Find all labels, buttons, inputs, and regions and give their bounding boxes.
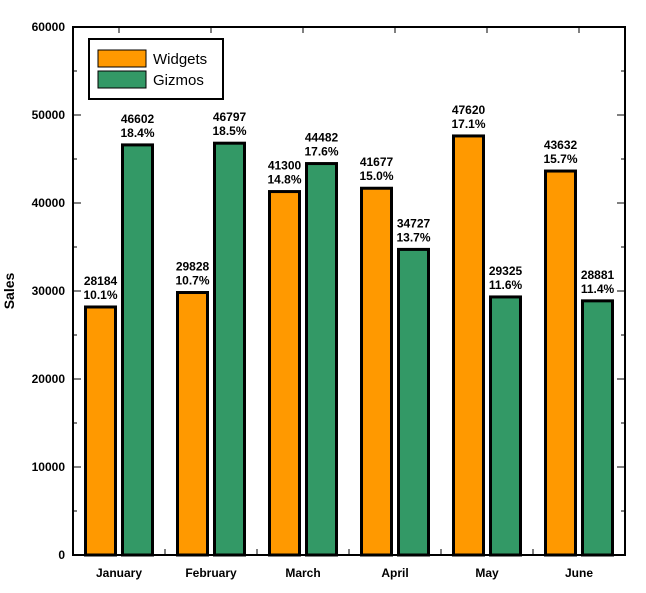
percent-label-gizmos-february: 18.5% — [212, 124, 246, 138]
bar-widgets-january — [84, 305, 117, 557]
bar-gizmos-april — [397, 247, 430, 557]
bar-gizmos-january — [121, 143, 154, 557]
percent-label-widgets-june: 15.7% — [543, 152, 577, 166]
value-label-gizmos-february: 46797 — [213, 110, 247, 124]
bar-gizmos-may — [489, 295, 522, 557]
y-tick-label: 0 — [58, 548, 65, 562]
percent-label-gizmos-january: 18.4% — [120, 126, 154, 140]
x-tick-label-january: January — [96, 566, 142, 580]
value-label-gizmos-march: 44482 — [305, 131, 339, 145]
bar-widgets-may — [452, 134, 485, 557]
y-tick-label: 20000 — [32, 372, 66, 386]
value-label-widgets-february: 29828 — [176, 260, 210, 274]
axes-layer: January February March April May June 0 10000 20… — [32, 20, 626, 580]
y-tick-label: 40000 — [32, 196, 66, 210]
bars-layer — [84, 134, 614, 557]
value-label-widgets-march: 41300 — [268, 159, 302, 173]
x-tick-label-april: April — [381, 566, 408, 580]
percent-label-widgets-may: 17.1% — [451, 117, 485, 131]
x-tick-label-february: February — [185, 566, 237, 580]
value-label-gizmos-april: 34727 — [397, 216, 431, 230]
percent-label-gizmos-june: 11.4% — [581, 282, 615, 296]
value-label-widgets-april: 41677 — [360, 155, 394, 169]
bar-widgets-june — [544, 169, 577, 557]
bar-widgets-march — [268, 190, 301, 557]
value-label-gizmos-january: 46602 — [121, 112, 155, 126]
value-label-gizmos-may: 29325 — [489, 264, 523, 278]
percent-label-widgets-january: 10.1% — [83, 288, 117, 302]
legend-box — [88, 38, 224, 100]
legend-label-widgets: Widgets — [153, 51, 207, 68]
y-tick-label: 10000 — [32, 460, 66, 474]
legend-swatch-widgets — [97, 49, 147, 68]
legend-swatch-gizmos — [97, 70, 147, 89]
plot-frame — [72, 26, 626, 556]
percent-label-gizmos-march: 17.6% — [304, 145, 338, 159]
x-tick-label-march: March — [285, 566, 320, 580]
value-label-widgets-may: 47620 — [452, 103, 486, 117]
y-axis-title: Sales — [1, 272, 17, 309]
percent-label-gizmos-may: 11.6% — [489, 278, 523, 292]
percent-label-widgets-february: 10.7% — [175, 274, 209, 288]
y-tick-label: 60000 — [32, 20, 66, 34]
percent-label-widgets-march: 14.8% — [267, 173, 301, 187]
y-tick-label: 30000 — [32, 284, 66, 298]
bar-gizmos-february — [213, 141, 246, 557]
bar-widgets-february — [176, 291, 209, 557]
percent-label-widgets-april: 15.0% — [359, 169, 393, 183]
value-label-gizmos-june: 28881 — [581, 268, 615, 282]
bar-widgets-april — [360, 186, 393, 557]
legend: Widgets Gizmos — [88, 38, 224, 100]
bar-gizmos-june — [581, 299, 614, 557]
x-tick-label-june: June — [565, 566, 593, 580]
value-label-widgets-january: 28184 — [84, 274, 118, 288]
y-tick-label: 50000 — [32, 108, 66, 122]
bar-gizmos-march — [305, 162, 338, 557]
percent-label-gizmos-april: 13.7% — [396, 230, 430, 244]
legend-label-gizmos: Gizmos — [153, 72, 204, 89]
value-label-widgets-june: 43632 — [544, 138, 578, 152]
x-tick-label-may: May — [475, 566, 499, 580]
